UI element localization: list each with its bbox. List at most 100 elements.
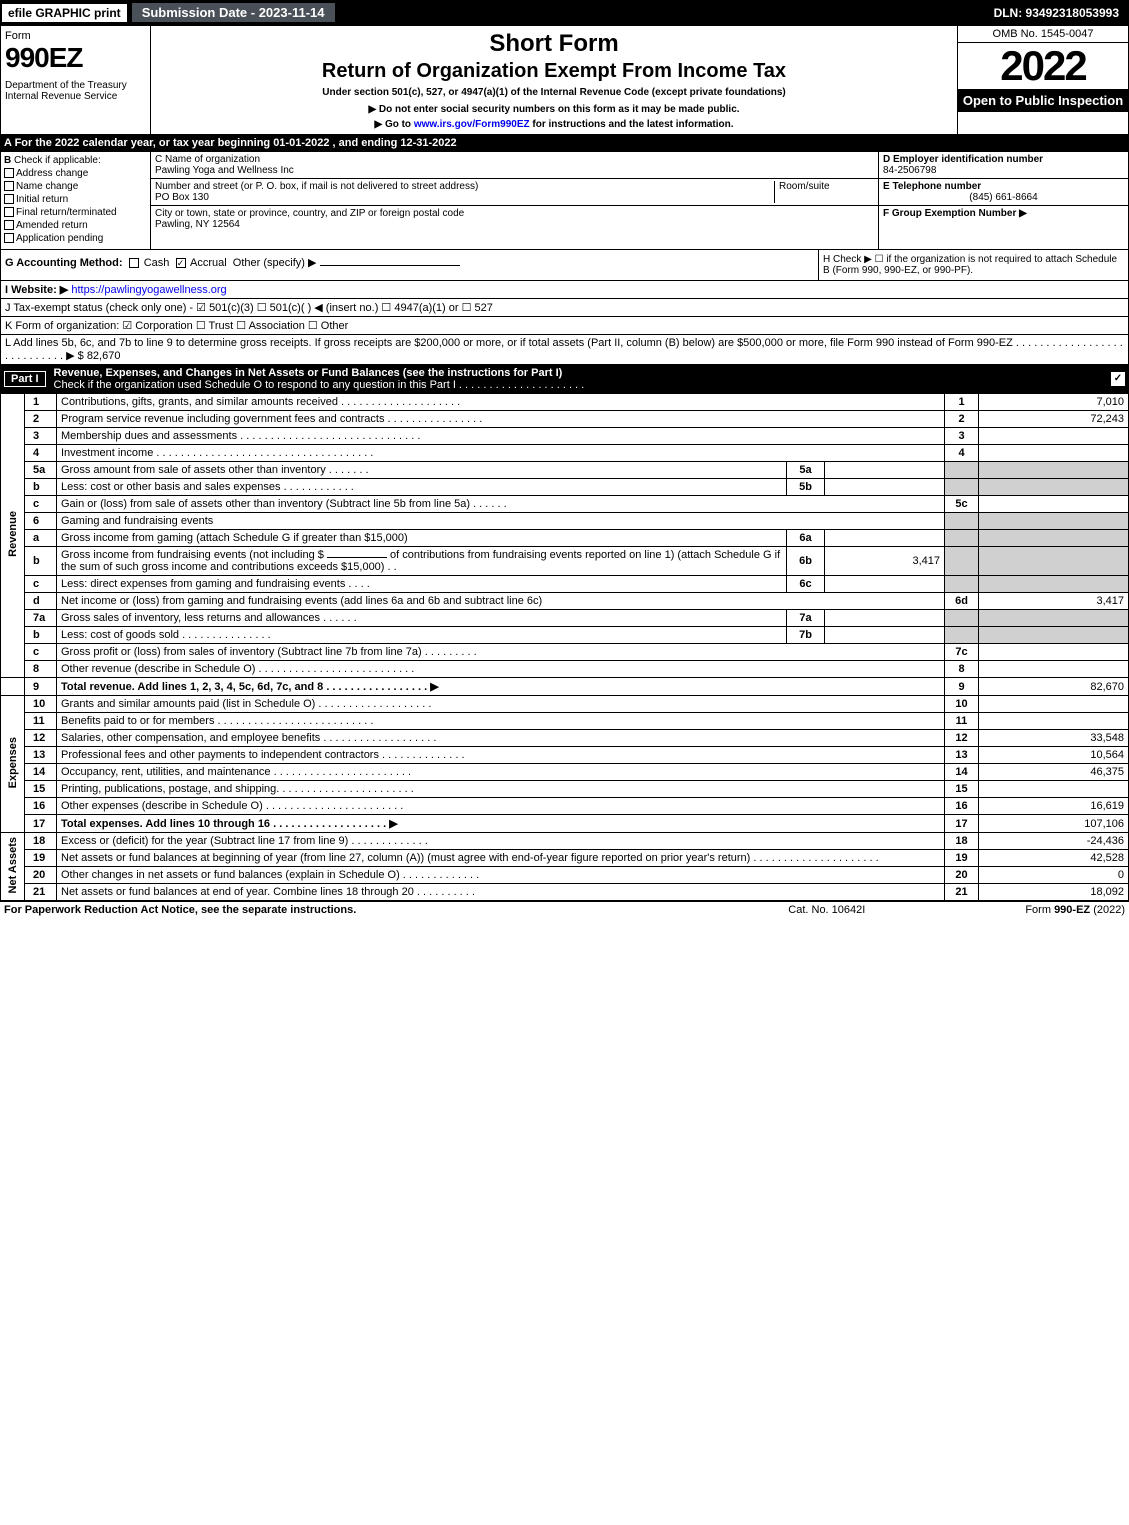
c-label: C Name of organization [155,154,874,165]
sub-6a: 6a [787,530,825,547]
num-19: 19 [945,850,979,867]
num-6b-shade [945,547,979,576]
col-def: D Employer identification number 84-2506… [878,152,1128,249]
line-a: A For the 2022 calendar year, or tax yea… [0,135,1129,151]
subval-6a [825,530,945,547]
val-5a-shade [979,462,1129,479]
b-text: Check if applicable: [14,155,101,166]
num-14: 14 [945,764,979,781]
ln-15: 15 [25,781,57,798]
row-h: H Check ▶ ☐ if the organization is not r… [818,250,1128,280]
val-6d: 3,417 [979,593,1129,610]
form-header: Form 990EZ Department of the Treasury In… [0,25,1129,135]
desc-13: Professional fees and other payments to … [57,747,945,764]
num-13: 13 [945,747,979,764]
footer-right: Form 990-EZ (2022) [1025,904,1125,916]
desc-6d: Net income or (loss) from gaming and fun… [57,593,945,610]
irs-link[interactable]: www.irs.gov/Form990EZ [414,119,530,130]
desc-7c: Gross profit or (loss) from sales of inv… [57,644,945,661]
department: Department of the Treasury Internal Reve… [5,80,146,102]
part1-header: Part I Revenue, Expenses, and Changes in… [0,365,1129,393]
cb-initial[interactable] [4,194,14,204]
num-9: 9 [945,678,979,696]
side-expenses: Expenses [1,696,25,833]
ln-3: 3 [25,428,57,445]
cb-cash[interactable] [129,258,139,268]
desc-9: Total revenue. Add lines 1, 2, 3, 4, 5c,… [57,678,945,696]
desc-7a: Gross sales of inventory, less returns a… [57,610,787,627]
form-table: Revenue 1 Contributions, gifts, grants, … [0,393,1129,901]
subval-5b [825,479,945,496]
num-3: 3 [945,428,979,445]
row-i: I Website: ▶ https://pawlingyogawellness… [0,281,1129,299]
footer-center: Cat. No. 10642I [788,904,865,916]
val-5c [979,496,1129,513]
form-number: 990EZ [5,42,146,74]
val-19: 42,528 [979,850,1129,867]
ln-5a: 5a [25,462,57,479]
row-j: J Tax-exempt status (check only one) - ☑… [0,299,1129,317]
ln-21: 21 [25,884,57,901]
ln-20: 20 [25,867,57,884]
val-11 [979,713,1129,730]
part1-checkbox[interactable]: ✓ [1111,372,1125,386]
ln-13: 13 [25,747,57,764]
subtitle-goto: ▶ Go to www.irs.gov/Form990EZ for instru… [155,119,953,130]
b-letter: B [4,155,11,166]
cb-accrual[interactable]: ✓ [176,258,186,268]
val-6a-shade [979,530,1129,547]
num-17: 17 [945,815,979,833]
part1-tag: Part I [4,371,46,387]
row-k: K Form of organization: ☑ Corporation ☐ … [0,317,1129,335]
desc-6b: Gross income from fundraising events (no… [57,547,787,576]
num-5c: 5c [945,496,979,513]
col-c: C Name of organization Pawling Yoga and … [151,152,878,249]
submission-date: Submission Date - 2023-11-14 [131,2,336,23]
ein: 84-2506798 [883,165,936,176]
sub-5a: 5a [787,462,825,479]
ln-7a: 7a [25,610,57,627]
row-g-h: G Accounting Method: Cash ✓ Accrual Othe… [0,250,1129,281]
cb-address[interactable] [4,168,14,178]
title-return: Return of Organization Exempt From Incom… [155,60,953,83]
d-label: D Employer identification number [883,154,1043,165]
form-label: Form [5,30,146,42]
ln-17: 17 [25,815,57,833]
cb-final[interactable] [4,207,14,217]
org-name: Pawling Yoga and Wellness Inc [155,165,874,176]
ln-18: 18 [25,833,57,850]
desc-4: Investment income . . . . . . . . . . . … [57,445,945,462]
num-8: 8 [945,661,979,678]
val-14: 46,375 [979,764,1129,781]
desc-20: Other changes in net assets or fund bala… [57,867,945,884]
desc-6: Gaming and fundraising events [57,513,945,530]
side-revenue: Revenue [1,394,25,678]
ln-6a: a [25,530,57,547]
l-text: L Add lines 5b, 6c, and 7b to line 9 to … [5,337,1123,362]
tax-year: 2022 [958,43,1128,89]
num-12: 12 [945,730,979,747]
cb-pending[interactable] [4,233,14,243]
val-4 [979,445,1129,462]
footer: For Paperwork Reduction Act Notice, see … [0,901,1129,918]
subval-7a [825,610,945,627]
val-6-shade [979,513,1129,530]
desc-10: Grants and similar amounts paid (list in… [57,696,945,713]
sub-7b: 7b [787,627,825,644]
desc-11: Benefits paid to or for members . . . . … [57,713,945,730]
ln-4: 4 [25,445,57,462]
lbl-address: Address change [16,168,88,179]
val-7a-shade [979,610,1129,627]
ln-8: 8 [25,661,57,678]
num-5a-shade [945,462,979,479]
website-link[interactable]: https://pawlingyogawellness.org [71,284,226,296]
i-label: I Website: ▶ [5,284,68,296]
efile-print-btn[interactable]: efile GRAPHIC print [2,4,127,22]
ln-5b: b [25,479,57,496]
cb-amended[interactable] [4,220,14,230]
desc-5a: Gross amount from sale of assets other t… [57,462,787,479]
num-6-shade [945,513,979,530]
num-4: 4 [945,445,979,462]
sub-7a: 7a [787,610,825,627]
cb-name[interactable] [4,181,14,191]
